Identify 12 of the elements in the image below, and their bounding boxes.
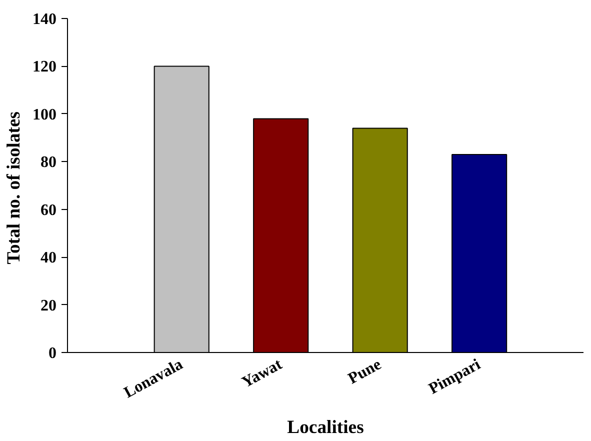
y-tick-label: 60 — [40, 202, 56, 219]
x-axis-title: Localities — [287, 417, 364, 438]
x-tick-label: Yawat — [239, 356, 286, 392]
y-tick-label: 80 — [40, 154, 56, 172]
y-tick-label: 40 — [40, 250, 56, 267]
y-tick-label: 20 — [40, 297, 56, 314]
y-axis-title: Total no. of isolates — [4, 111, 24, 264]
x-tick-label: Pune — [346, 356, 384, 388]
y-tick-label: 0 — [48, 345, 56, 362]
y-tick-label: 100 — [32, 106, 56, 124]
y-tick-label: 120 — [32, 58, 56, 76]
y-tick-label: 140 — [32, 11, 56, 28]
